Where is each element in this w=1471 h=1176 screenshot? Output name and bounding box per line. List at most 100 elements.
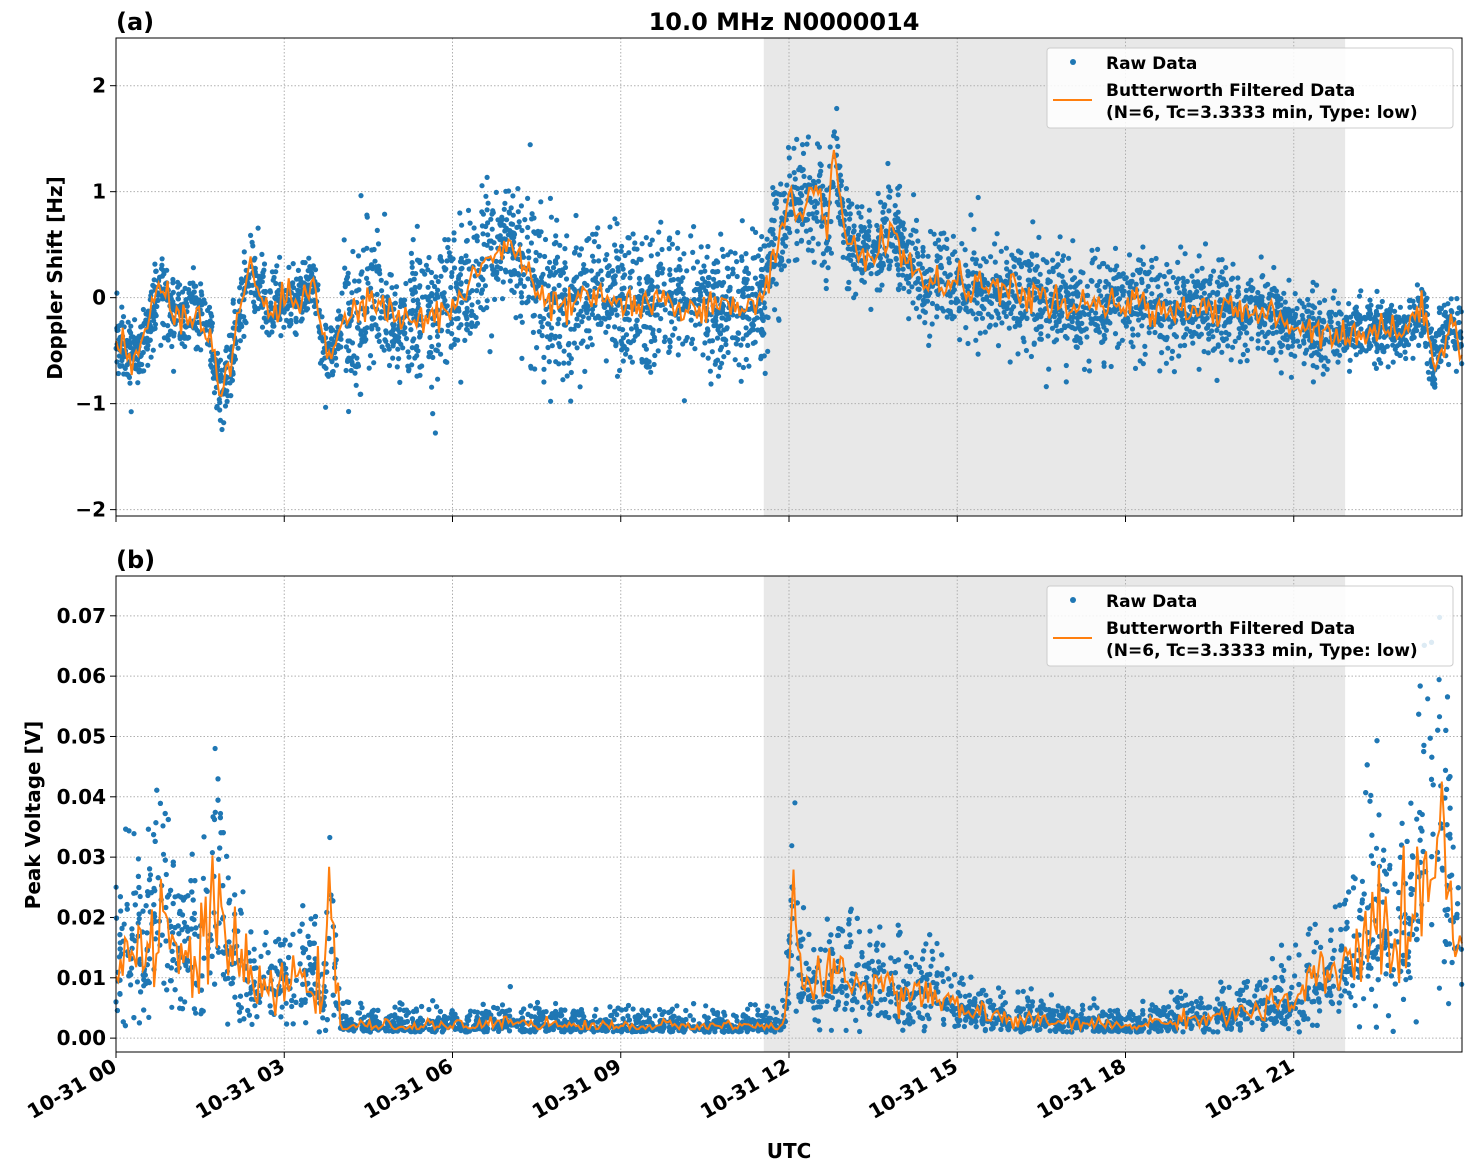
raw-point <box>739 379 744 384</box>
raw-point <box>424 263 429 268</box>
raw-point <box>1018 250 1023 255</box>
raw-point <box>1292 354 1297 359</box>
raw-point <box>1366 315 1371 320</box>
raw-point <box>1424 296 1429 301</box>
raw-point <box>867 224 872 229</box>
raw-point <box>808 227 813 232</box>
raw-point <box>300 260 305 265</box>
raw-point <box>420 269 425 274</box>
raw-point <box>1137 270 1142 275</box>
raw-point <box>149 355 154 360</box>
raw-point <box>718 232 723 237</box>
y-tick-label: 1 <box>92 180 106 204</box>
raw-point <box>379 288 384 293</box>
raw-point <box>546 322 551 327</box>
raw-point <box>658 220 663 225</box>
raw-point <box>851 295 856 300</box>
raw-point <box>966 284 971 289</box>
raw-point <box>617 326 622 331</box>
raw-point <box>1230 262 1235 267</box>
raw-point <box>396 356 401 361</box>
raw-point <box>420 295 425 300</box>
raw-point <box>769 218 774 223</box>
raw-point <box>994 308 999 313</box>
raw-point <box>1431 375 1436 380</box>
raw-point <box>1149 265 1154 270</box>
raw-point <box>1443 320 1448 325</box>
raw-point <box>389 330 394 335</box>
raw-point <box>409 251 414 256</box>
raw-point <box>963 247 968 252</box>
raw-point <box>621 345 626 350</box>
raw-point <box>915 238 920 243</box>
raw-point <box>846 198 851 203</box>
raw-point <box>555 321 560 326</box>
raw-point <box>256 226 261 231</box>
raw-point <box>1037 300 1042 305</box>
raw-point <box>483 283 488 288</box>
raw-point <box>405 349 410 354</box>
raw-point <box>691 224 696 229</box>
raw-point <box>1118 274 1123 279</box>
raw-point <box>513 315 518 320</box>
raw-point <box>319 358 324 363</box>
raw-point <box>429 270 434 275</box>
raw-point <box>667 267 672 272</box>
raw-point <box>1274 358 1279 363</box>
raw-point <box>1260 330 1265 335</box>
raw-point <box>1274 330 1279 335</box>
raw-point <box>746 294 751 299</box>
raw-point <box>1082 312 1087 317</box>
raw-point <box>1293 312 1298 317</box>
raw-point <box>277 255 282 260</box>
raw-point <box>1075 315 1080 320</box>
raw-point <box>362 339 367 344</box>
raw-point <box>590 307 595 312</box>
raw-point <box>1240 325 1245 330</box>
raw-point <box>704 255 709 260</box>
raw-point <box>1375 345 1380 350</box>
raw-point <box>711 277 716 282</box>
raw-point <box>791 146 796 151</box>
raw-point <box>548 196 553 201</box>
raw-point <box>1021 312 1026 317</box>
raw-point <box>218 358 223 363</box>
raw-point <box>868 307 873 312</box>
raw-point <box>1122 276 1127 281</box>
raw-point <box>739 254 744 259</box>
raw-point <box>1068 268 1073 273</box>
raw-point <box>1015 351 1020 356</box>
raw-point <box>564 276 569 281</box>
raw-point <box>1386 364 1391 369</box>
raw-point <box>426 303 431 308</box>
raw-point <box>223 403 228 408</box>
raw-point <box>677 257 682 262</box>
raw-point <box>1175 285 1180 290</box>
raw-point <box>191 265 196 270</box>
raw-point <box>1279 370 1284 375</box>
raw-point <box>1004 246 1009 251</box>
raw-point <box>573 213 578 218</box>
raw-point <box>1078 340 1083 345</box>
raw-point <box>629 326 634 331</box>
raw-point <box>1305 297 1310 302</box>
raw-point <box>1032 277 1037 282</box>
raw-point <box>274 263 279 268</box>
raw-point <box>701 263 706 268</box>
raw-point <box>239 280 244 285</box>
raw-point <box>459 300 464 305</box>
raw-point <box>151 348 156 353</box>
raw-point <box>433 430 438 435</box>
raw-point <box>971 227 976 232</box>
raw-point <box>474 233 479 238</box>
raw-point <box>793 176 798 181</box>
raw-point <box>871 239 876 244</box>
raw-point <box>268 290 273 295</box>
raw-point <box>598 268 603 273</box>
raw-point <box>219 427 224 432</box>
raw-point <box>874 271 879 276</box>
raw-point <box>541 367 546 372</box>
raw-point <box>1007 326 1012 331</box>
raw-point <box>712 261 717 266</box>
